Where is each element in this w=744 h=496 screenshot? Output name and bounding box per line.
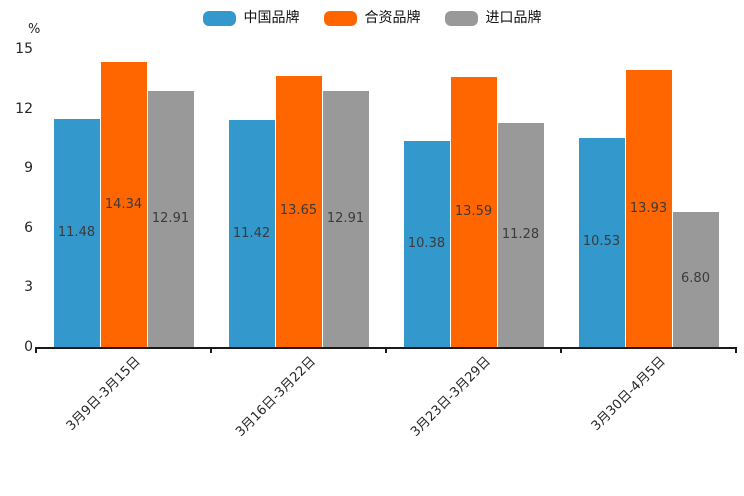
bar-series-3 [322,90,369,347]
bar-value-label: 13.93 [629,200,668,216]
bar-series-1 [228,120,275,347]
y-tick-label: 0 [24,339,33,355]
legend-label: 合资品牌 [364,10,421,26]
bar-series-1 [578,137,625,347]
y-tick-label: 15 [15,41,33,57]
bar-value-label: 10.38 [407,235,446,251]
bar-value-label: 12.91 [151,210,190,226]
legend-swatch-icon [202,10,236,26]
bar-series-3 [497,122,544,347]
bar-value-label: 13.59 [454,204,493,219]
legend: 中国品牌 合资品牌 进口品牌 [0,10,744,26]
bar-series-1 [403,140,450,347]
bar-value-label: 11.48 [57,224,96,240]
x-axis-tick [560,347,562,353]
bar-series-2 [100,62,147,347]
x-tick-label: 3月23日-3月29日 [408,354,495,440]
legend-item[interactable]: 进口品牌 [444,10,542,26]
y-axis-unit-label: % [28,22,41,37]
x-tick-label: 3月16日-3月22日 [233,354,320,440]
bar-value-label: 11.28 [501,226,540,242]
x-tick-label: 3月9日-3月15日 [64,354,145,434]
bar-value-label: 11.42 [232,225,271,241]
x-axis-tick [735,347,737,353]
bar-series-2 [450,77,497,347]
x-axis-tick [385,347,387,353]
legend-label: 进口品牌 [485,10,542,26]
bar-series-2 [625,70,672,347]
y-tick-label: 9 [24,160,33,177]
bar-value-label: 6.80 [681,271,710,287]
bar-series-3 [672,211,719,347]
bar-value-label: 13.65 [279,203,318,219]
legend-swatch-icon [444,10,478,26]
legend-item[interactable]: 合资品牌 [323,10,421,26]
bar-series-1 [53,118,100,347]
bar-value-label: 10.53 [582,234,621,250]
bar-value-label: 12.91 [326,210,365,226]
legend-item[interactable]: 中国品牌 [202,10,300,26]
bar-series-3 [147,90,194,347]
bar-value-label: 14.34 [104,196,143,212]
y-tick-label: 6 [24,219,33,236]
y-tick-label: 12 [15,100,33,117]
legend-swatch-icon [323,10,357,26]
x-axis-tick [35,347,37,353]
x-axis-tick [210,347,212,353]
x-tick-label: 3月30日-4月5日 [589,354,670,434]
legend-label: 中国品牌 [243,10,300,26]
bar-series-2 [275,75,322,347]
y-tick-label: 3 [24,279,33,296]
